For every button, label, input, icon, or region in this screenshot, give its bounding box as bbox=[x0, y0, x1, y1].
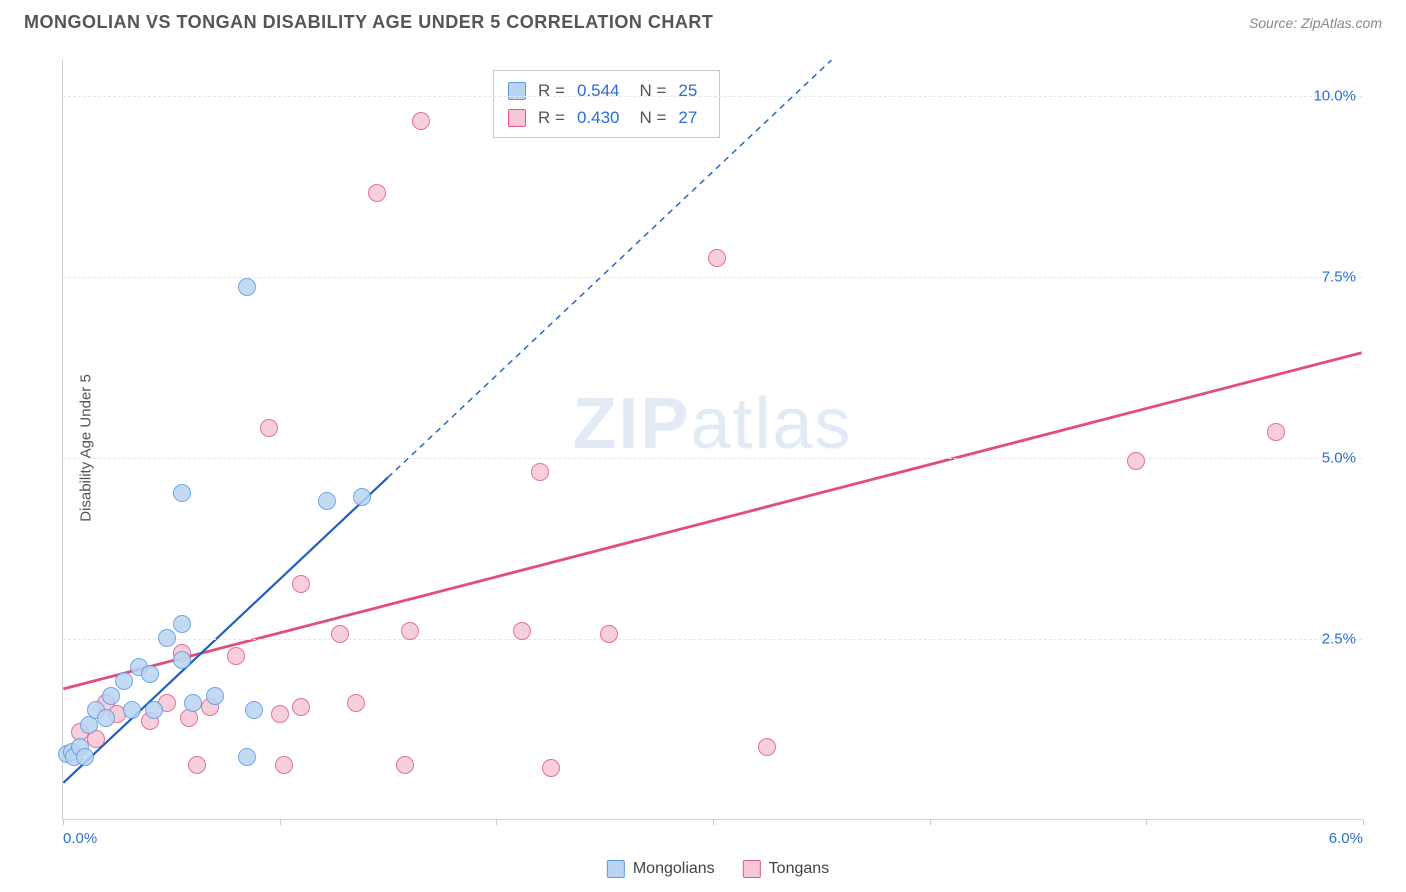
stats-n-label: N = bbox=[639, 77, 666, 104]
y-tick-label: 5.0% bbox=[1322, 450, 1356, 467]
data-point-mongolians bbox=[141, 665, 159, 683]
chart-container: Disability Age Under 5 ZIPatlas R =0.544… bbox=[50, 48, 1386, 848]
data-point-tongans bbox=[275, 756, 293, 774]
data-point-mongolians bbox=[173, 484, 191, 502]
watermark-bold: ZIP bbox=[572, 384, 690, 464]
data-point-tongans bbox=[227, 647, 245, 665]
x-tick bbox=[63, 819, 64, 825]
data-point-tongans bbox=[1127, 452, 1145, 470]
data-point-mongolians bbox=[102, 687, 120, 705]
gridline bbox=[63, 96, 1362, 97]
stats-row: R = 0.430 N = 27 bbox=[508, 104, 705, 131]
gridline bbox=[63, 458, 1362, 459]
stats-r-label: R = bbox=[538, 104, 565, 131]
x-tick bbox=[1363, 819, 1364, 825]
y-tick-label: 10.0% bbox=[1313, 88, 1356, 105]
stats-r-value: 0.544 bbox=[577, 77, 620, 104]
chart-title: MONGOLIAN VS TONGAN DISABILITY AGE UNDER… bbox=[24, 12, 713, 33]
data-point-tongans bbox=[600, 625, 618, 643]
x-tick bbox=[280, 819, 281, 825]
data-point-tongans bbox=[758, 738, 776, 756]
data-point-mongolians bbox=[76, 748, 94, 766]
plot-area: ZIPatlas R = 0.544 N = 25 R = 0.430 N = 27 2.5%… bbox=[62, 60, 1362, 820]
data-point-tongans bbox=[542, 759, 560, 777]
legend-swatch bbox=[607, 860, 625, 878]
y-tick-label: 2.5% bbox=[1322, 631, 1356, 648]
data-point-mongolians bbox=[245, 701, 263, 719]
data-point-tongans bbox=[401, 622, 419, 640]
data-point-tongans bbox=[292, 698, 310, 716]
chart-source: Source: ZipAtlas.com bbox=[1249, 15, 1382, 31]
stats-r-value: 0.430 bbox=[577, 104, 620, 131]
data-point-mongolians bbox=[353, 488, 371, 506]
legend-item: Mongolians bbox=[607, 860, 715, 878]
data-point-mongolians bbox=[115, 672, 133, 690]
x-tick bbox=[713, 819, 714, 825]
data-point-tongans bbox=[292, 575, 310, 593]
data-point-tongans bbox=[188, 756, 206, 774]
chart-header: MONGOLIAN VS TONGAN DISABILITY AGE UNDER… bbox=[0, 0, 1406, 43]
data-point-mongolians bbox=[184, 694, 202, 712]
data-point-mongolians bbox=[318, 492, 336, 510]
data-point-tongans bbox=[271, 705, 289, 723]
watermark-rest: atlas bbox=[690, 384, 852, 464]
legend-swatch bbox=[743, 860, 761, 878]
gridline bbox=[63, 277, 1362, 278]
legend-label: Mongolians bbox=[633, 860, 715, 878]
data-point-tongans bbox=[368, 184, 386, 202]
data-point-mongolians bbox=[238, 748, 256, 766]
data-point-mongolians bbox=[173, 615, 191, 633]
data-point-tongans bbox=[513, 622, 531, 640]
stats-r-label: R = bbox=[538, 77, 565, 104]
stats-n-value: 27 bbox=[678, 104, 697, 131]
legend-label: Tongans bbox=[769, 860, 830, 878]
data-point-mongolians bbox=[238, 278, 256, 296]
data-point-tongans bbox=[347, 694, 365, 712]
data-point-mongolians bbox=[158, 629, 176, 647]
data-point-mongolians bbox=[206, 687, 224, 705]
legend-swatch bbox=[508, 109, 526, 127]
stats-row: R = 0.544 N = 25 bbox=[508, 77, 705, 104]
y-tick-label: 7.5% bbox=[1322, 269, 1356, 286]
data-point-tongans bbox=[331, 625, 349, 643]
data-point-tongans bbox=[1267, 423, 1285, 441]
data-point-tongans bbox=[260, 419, 278, 437]
x-tick-label: 0.0% bbox=[63, 830, 97, 847]
x-tick bbox=[930, 819, 931, 825]
data-point-mongolians bbox=[123, 701, 141, 719]
stats-n-value: 25 bbox=[678, 77, 697, 104]
watermark: ZIPatlas bbox=[572, 383, 852, 465]
data-point-tongans bbox=[412, 112, 430, 130]
data-point-mongolians bbox=[97, 709, 115, 727]
data-point-mongolians bbox=[173, 651, 191, 669]
data-point-tongans bbox=[708, 249, 726, 267]
data-point-tongans bbox=[396, 756, 414, 774]
gridline bbox=[63, 639, 1362, 640]
stats-box: R = 0.544 N = 25 R = 0.430 N = 27 bbox=[493, 70, 720, 138]
data-point-tongans bbox=[531, 463, 549, 481]
data-point-mongolians bbox=[145, 701, 163, 719]
x-tick bbox=[496, 819, 497, 825]
stats-n-label: N = bbox=[639, 104, 666, 131]
legend-item: Tongans bbox=[743, 860, 830, 878]
x-tick bbox=[1146, 819, 1147, 825]
bottom-legend: Mongolians Tongans bbox=[607, 860, 829, 878]
x-tick-label: 6.0% bbox=[1329, 830, 1363, 847]
